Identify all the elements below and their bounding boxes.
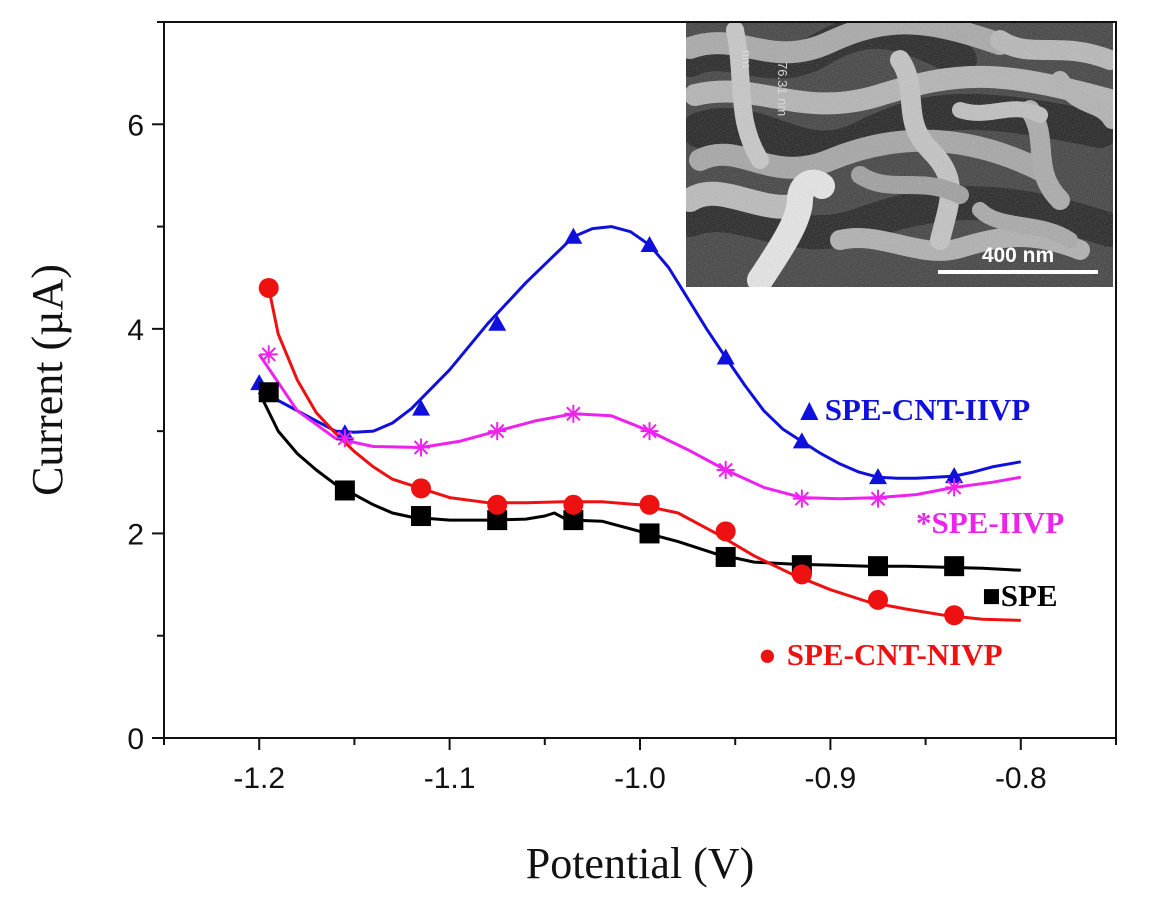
marker-spe-cnt-iivp [488, 314, 507, 331]
marker-spe-iivp [640, 422, 659, 441]
marker-spe-cnt-nivp [258, 277, 279, 298]
marker-spe [563, 510, 584, 531]
marker-spe-cnt-iivp [716, 348, 735, 365]
y-axis-title: Current (µA) [23, 264, 72, 496]
marker-spe-iivp [564, 404, 583, 423]
marker-spe-cnt-iivp [640, 235, 659, 252]
legend-item-spe-cnt-nivp: ● SPE-CNT-NIVP [758, 637, 1003, 672]
marker-spe [944, 556, 965, 577]
marker-spe-iivp [259, 345, 278, 364]
marker-spe [639, 523, 660, 544]
marker-spe [868, 556, 888, 577]
axes: -1.2 -1.1 -1.0 -0.9 -0.8 0 2 4 6 [127, 21, 1117, 795]
marker-spe-cnt-nivp [563, 494, 584, 515]
marker-spe-cnt-nivp [487, 494, 508, 515]
x-tick-label: -1.0 [614, 762, 666, 795]
x-tick-label: -1.2 [233, 762, 285, 795]
marker-spe [258, 382, 279, 403]
marker-spe-cnt-iivp [792, 432, 811, 449]
marker-spe-cnt-iivp [412, 399, 431, 416]
marker-spe-cnt-iivp [564, 227, 583, 244]
legend-triangle-icon: ▲ [794, 392, 825, 427]
marker-spe-cnt-nivp [868, 589, 888, 610]
marker-spe-cnt-nivp [944, 605, 965, 626]
y-tick-label: 0 [127, 723, 144, 756]
sem-inset-image: 400 nm 76.31 nm nm [686, 22, 1113, 287]
legend-square-icon: ■ [982, 578, 1001, 613]
marker-spe [715, 546, 736, 567]
series-markers [250, 227, 965, 626]
marker-spe-cnt-nivp [791, 564, 812, 585]
x-axis-title: Potential (V) [526, 839, 755, 888]
legend-label-spe: SPE [1001, 578, 1058, 613]
inset-measurement-partial-label: nm [739, 50, 754, 68]
y-tick-label: 6 [127, 109, 144, 142]
y-tick-label: 2 [127, 518, 144, 551]
marker-spe [334, 480, 355, 501]
marker-spe [411, 506, 432, 527]
series-line-spe-cnt-nivp [267, 287, 1021, 622]
x-tick-label: -0.9 [805, 762, 857, 795]
marker-spe-iivp [335, 429, 354, 448]
x-tick-label: -0.8 [995, 762, 1047, 795]
x-tick-label: -1.1 [424, 762, 476, 795]
legend-item-spe-cnt-iivp: ▲SPE-CNT-IIVP [794, 392, 1030, 427]
marker-spe-cnt-iivp [945, 467, 964, 484]
legend-label-spe-cnt-iivp: SPE-CNT-IIVP [825, 392, 1031, 427]
y-tick-label: 4 [127, 314, 144, 347]
series-line-spe-cnt-iivp [258, 225, 1022, 480]
inset-scale-bar-label: 400 nm [982, 244, 1054, 267]
legend-item-spe-iivp: *SPE-IIVP [916, 505, 1064, 540]
marker-spe-iivp [945, 478, 964, 497]
marker-spe-cnt-nivp [411, 478, 432, 499]
legend-label-spe-cnt-nivp: SPE-CNT-NIVP [787, 637, 1003, 672]
marker-spe-iivp [488, 422, 507, 441]
legend: ▲SPE-CNT-IIVP *SPE-IIVP ■SPE ● SPE-CNT-NI… [758, 392, 1064, 672]
marker-spe-iivp [869, 489, 887, 508]
legend-circle-icon: ● [758, 637, 777, 672]
marker-spe-iivp [412, 438, 431, 457]
legend-item-spe: ■SPE [982, 578, 1058, 613]
marker-spe-cnt-nivp [639, 494, 660, 515]
legend-label-spe-iivp: *SPE-IIVP [916, 505, 1064, 540]
marker-spe-iivp [792, 489, 811, 508]
marker-spe-cnt-iivp [869, 468, 887, 485]
marker-spe-iivp [716, 461, 735, 480]
marker-spe [487, 510, 508, 531]
marker-spe-cnt-nivp [715, 521, 736, 542]
inset-measurement-label: 76.31 nm [775, 62, 790, 116]
